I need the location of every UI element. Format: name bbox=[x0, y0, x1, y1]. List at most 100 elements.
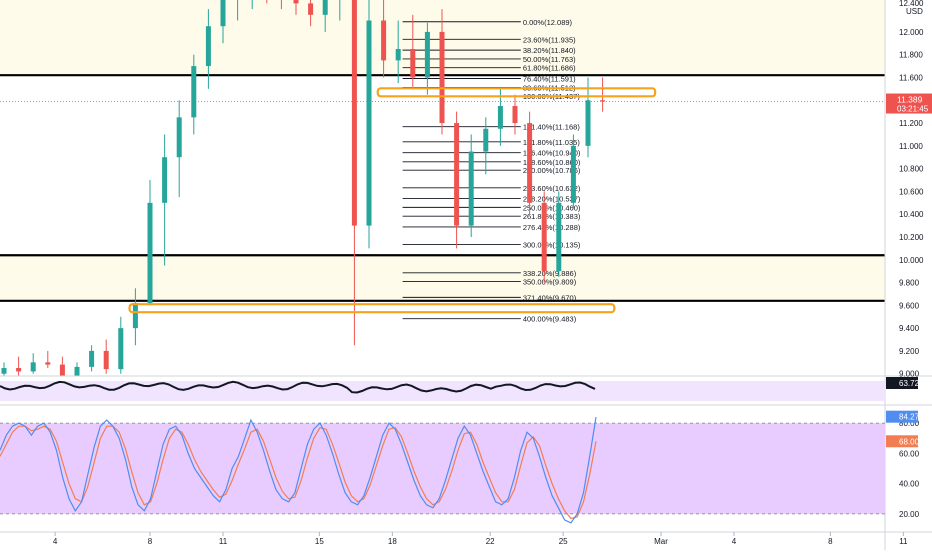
fib-level-label: 141.40%(11.168) bbox=[523, 123, 580, 132]
fib-level-label: 23.60%(11.935) bbox=[523, 35, 576, 44]
candle[interactable] bbox=[176, 100, 182, 198]
candle[interactable] bbox=[250, 0, 255, 10]
candle-body bbox=[351, 0, 357, 226]
stoch-tick-label: 80.00 bbox=[899, 419, 920, 428]
fib-level-label: 188.60%(10.860) bbox=[523, 158, 581, 167]
candle-body bbox=[220, 0, 226, 27]
candle[interactable] bbox=[585, 77, 591, 158]
price-tick-label: 12.000 bbox=[899, 28, 924, 37]
time-tick-label: 8 bbox=[148, 537, 153, 546]
candle[interactable] bbox=[308, 0, 314, 27]
candle[interactable] bbox=[147, 180, 153, 306]
candle-body bbox=[191, 66, 197, 118]
candle-body bbox=[322, 0, 328, 15]
candle[interactable] bbox=[381, 0, 387, 78]
candle[interactable] bbox=[541, 191, 547, 283]
price-tick-labels: 12.000 11.800 11.600 11.200 11.000 10.800 10.6… bbox=[899, 28, 924, 379]
fib-level-label: 200.00%(10.786) bbox=[523, 166, 581, 175]
candle-body bbox=[308, 3, 314, 15]
candle-body bbox=[454, 123, 460, 226]
highlight-box-1[interactable] bbox=[128, 303, 616, 314]
price-axis[interactable]: 12.400 USD bbox=[899, 0, 924, 16]
candle[interactable] bbox=[132, 288, 138, 346]
candle[interactable] bbox=[1, 362, 7, 379]
candle[interactable] bbox=[45, 350, 51, 369]
candle[interactable] bbox=[220, 0, 226, 44]
candle-body bbox=[147, 202, 153, 304]
time-tick-label: 4 bbox=[732, 537, 737, 546]
candle-body bbox=[381, 20, 387, 61]
candle-body bbox=[74, 366, 80, 376]
candle[interactable] bbox=[205, 9, 211, 89]
candle[interactable] bbox=[570, 134, 576, 209]
candle[interactable] bbox=[395, 20, 401, 84]
price-tick-label: 9.000 bbox=[899, 370, 920, 379]
stoch-tick-label: 20.00 bbox=[899, 510, 920, 519]
candle-body bbox=[570, 145, 576, 203]
time-tick-label: 22 bbox=[486, 537, 495, 546]
candle-body bbox=[439, 31, 445, 124]
candle[interactable] bbox=[600, 77, 606, 112]
stoch-band-fill bbox=[0, 423, 885, 514]
stoch-d-badge bbox=[886, 435, 918, 448]
candle-body bbox=[103, 350, 109, 370]
candle-body bbox=[512, 105, 518, 124]
candle-body bbox=[16, 368, 22, 372]
candle[interactable] bbox=[322, 0, 328, 32]
price-tick-label: 10.600 bbox=[899, 187, 924, 196]
candle[interactable] bbox=[118, 316, 124, 374]
price-tick-label: 11.600 bbox=[899, 73, 923, 82]
candle[interactable] bbox=[337, 0, 342, 21]
candle-body bbox=[541, 202, 547, 272]
candle[interactable] bbox=[424, 22, 430, 95]
candle[interactable] bbox=[410, 14, 416, 89]
candle[interactable] bbox=[512, 94, 518, 135]
oscillator-value-badge bbox=[886, 377, 918, 389]
candle[interactable] bbox=[527, 111, 533, 215]
fib-level-label: 400.00%(9.483) bbox=[523, 315, 577, 324]
candle[interactable] bbox=[366, 0, 372, 249]
fib-level-label: 371.40%(9.670) bbox=[523, 293, 577, 302]
time-tick-label: 25 bbox=[559, 537, 568, 546]
candle-body bbox=[132, 303, 138, 329]
price-tick-label: 9.200 bbox=[899, 347, 920, 356]
candle[interactable] bbox=[497, 88, 503, 146]
price-tick-label: 10.000 bbox=[899, 256, 924, 265]
candle[interactable] bbox=[74, 362, 80, 379]
candle[interactable] bbox=[293, 0, 299, 15]
time-axis[interactable]: 481115182225Mar481115 bbox=[53, 532, 932, 546]
candlestick-series bbox=[1, 0, 606, 379]
candle[interactable] bbox=[30, 353, 36, 374]
candle-body bbox=[59, 364, 65, 376]
candle-body bbox=[483, 128, 489, 152]
candle[interactable] bbox=[162, 134, 168, 266]
highlight-box-0[interactable] bbox=[376, 87, 657, 98]
candle[interactable] bbox=[279, 0, 284, 10]
candle[interactable] bbox=[468, 134, 474, 237]
oscillator-line bbox=[0, 380, 596, 394]
fib-level-label: 176.40%(10.940) bbox=[523, 149, 581, 158]
stoch-d-line bbox=[0, 425, 597, 520]
candle[interactable] bbox=[191, 54, 197, 135]
candle[interactable] bbox=[454, 111, 460, 249]
stoch-tick-labels: 80.00 60.00 40.00 20.00 bbox=[899, 419, 920, 519]
candle-body bbox=[468, 151, 474, 226]
candle[interactable] bbox=[103, 339, 109, 374]
candle[interactable] bbox=[16, 356, 22, 376]
price-tick-label: 11.200 bbox=[899, 119, 923, 128]
candle[interactable] bbox=[556, 191, 562, 277]
fib-level-label: 0.00%(12.089) bbox=[523, 18, 573, 27]
candle[interactable] bbox=[351, 0, 357, 346]
time-tick-label: 4 bbox=[53, 537, 58, 546]
candle[interactable] bbox=[235, 0, 240, 21]
candle-body bbox=[585, 100, 591, 146]
fib-level-label: 338.20%(9.886) bbox=[523, 269, 577, 278]
candle[interactable] bbox=[483, 117, 489, 175]
stoch-tick-label: 60.00 bbox=[899, 449, 920, 458]
candle[interactable] bbox=[89, 345, 95, 372]
price-tick-label: 11.800 bbox=[899, 51, 923, 60]
candle[interactable] bbox=[439, 9, 445, 135]
candle-body bbox=[162, 157, 168, 203]
price-tick-label: 10.800 bbox=[899, 165, 924, 174]
